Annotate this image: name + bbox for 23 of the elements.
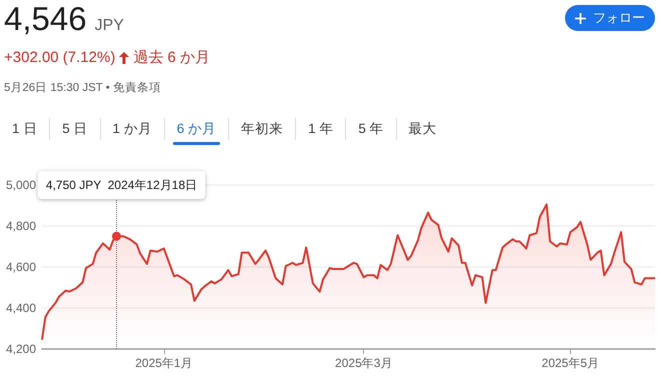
text: 1 日 xyxy=(11,120,38,138)
y-tick-label: 4,600 xyxy=(6,260,36,274)
text: フォロー xyxy=(593,9,645,27)
y-tick-label: 5,000 xyxy=(6,178,36,192)
x-tick-label: 2025年1月 xyxy=(135,356,193,370)
text: 5 日 xyxy=(61,120,89,138)
ref-line-label: 4,750 JPY 2024年12月18日 xyxy=(46,178,198,192)
y-tick-label: 4,400 xyxy=(6,301,36,315)
y-tick-label: 4,200 xyxy=(6,342,36,356)
text: 1 年 xyxy=(307,120,334,138)
text: 6 か月 xyxy=(176,120,218,138)
text: 5月26日 15:30 JST • 免責条項 xyxy=(4,80,162,95)
chart-title: 4,546 xyxy=(4,0,87,38)
text: 最大 xyxy=(408,120,438,138)
text: +302.00 (7.12%) xyxy=(4,49,116,66)
text: 過去 6 か月 xyxy=(133,48,210,67)
y-tick-label: 4,800 xyxy=(6,219,36,233)
text: 年初来 xyxy=(240,120,284,138)
text: 1 か月 xyxy=(112,120,153,138)
text: 5 年 xyxy=(357,120,385,138)
chart-subtitle: JPY xyxy=(94,17,124,35)
x-tick-label: 2025年3月 xyxy=(335,356,392,370)
x-tick-label: 2025年5月 xyxy=(542,356,600,370)
